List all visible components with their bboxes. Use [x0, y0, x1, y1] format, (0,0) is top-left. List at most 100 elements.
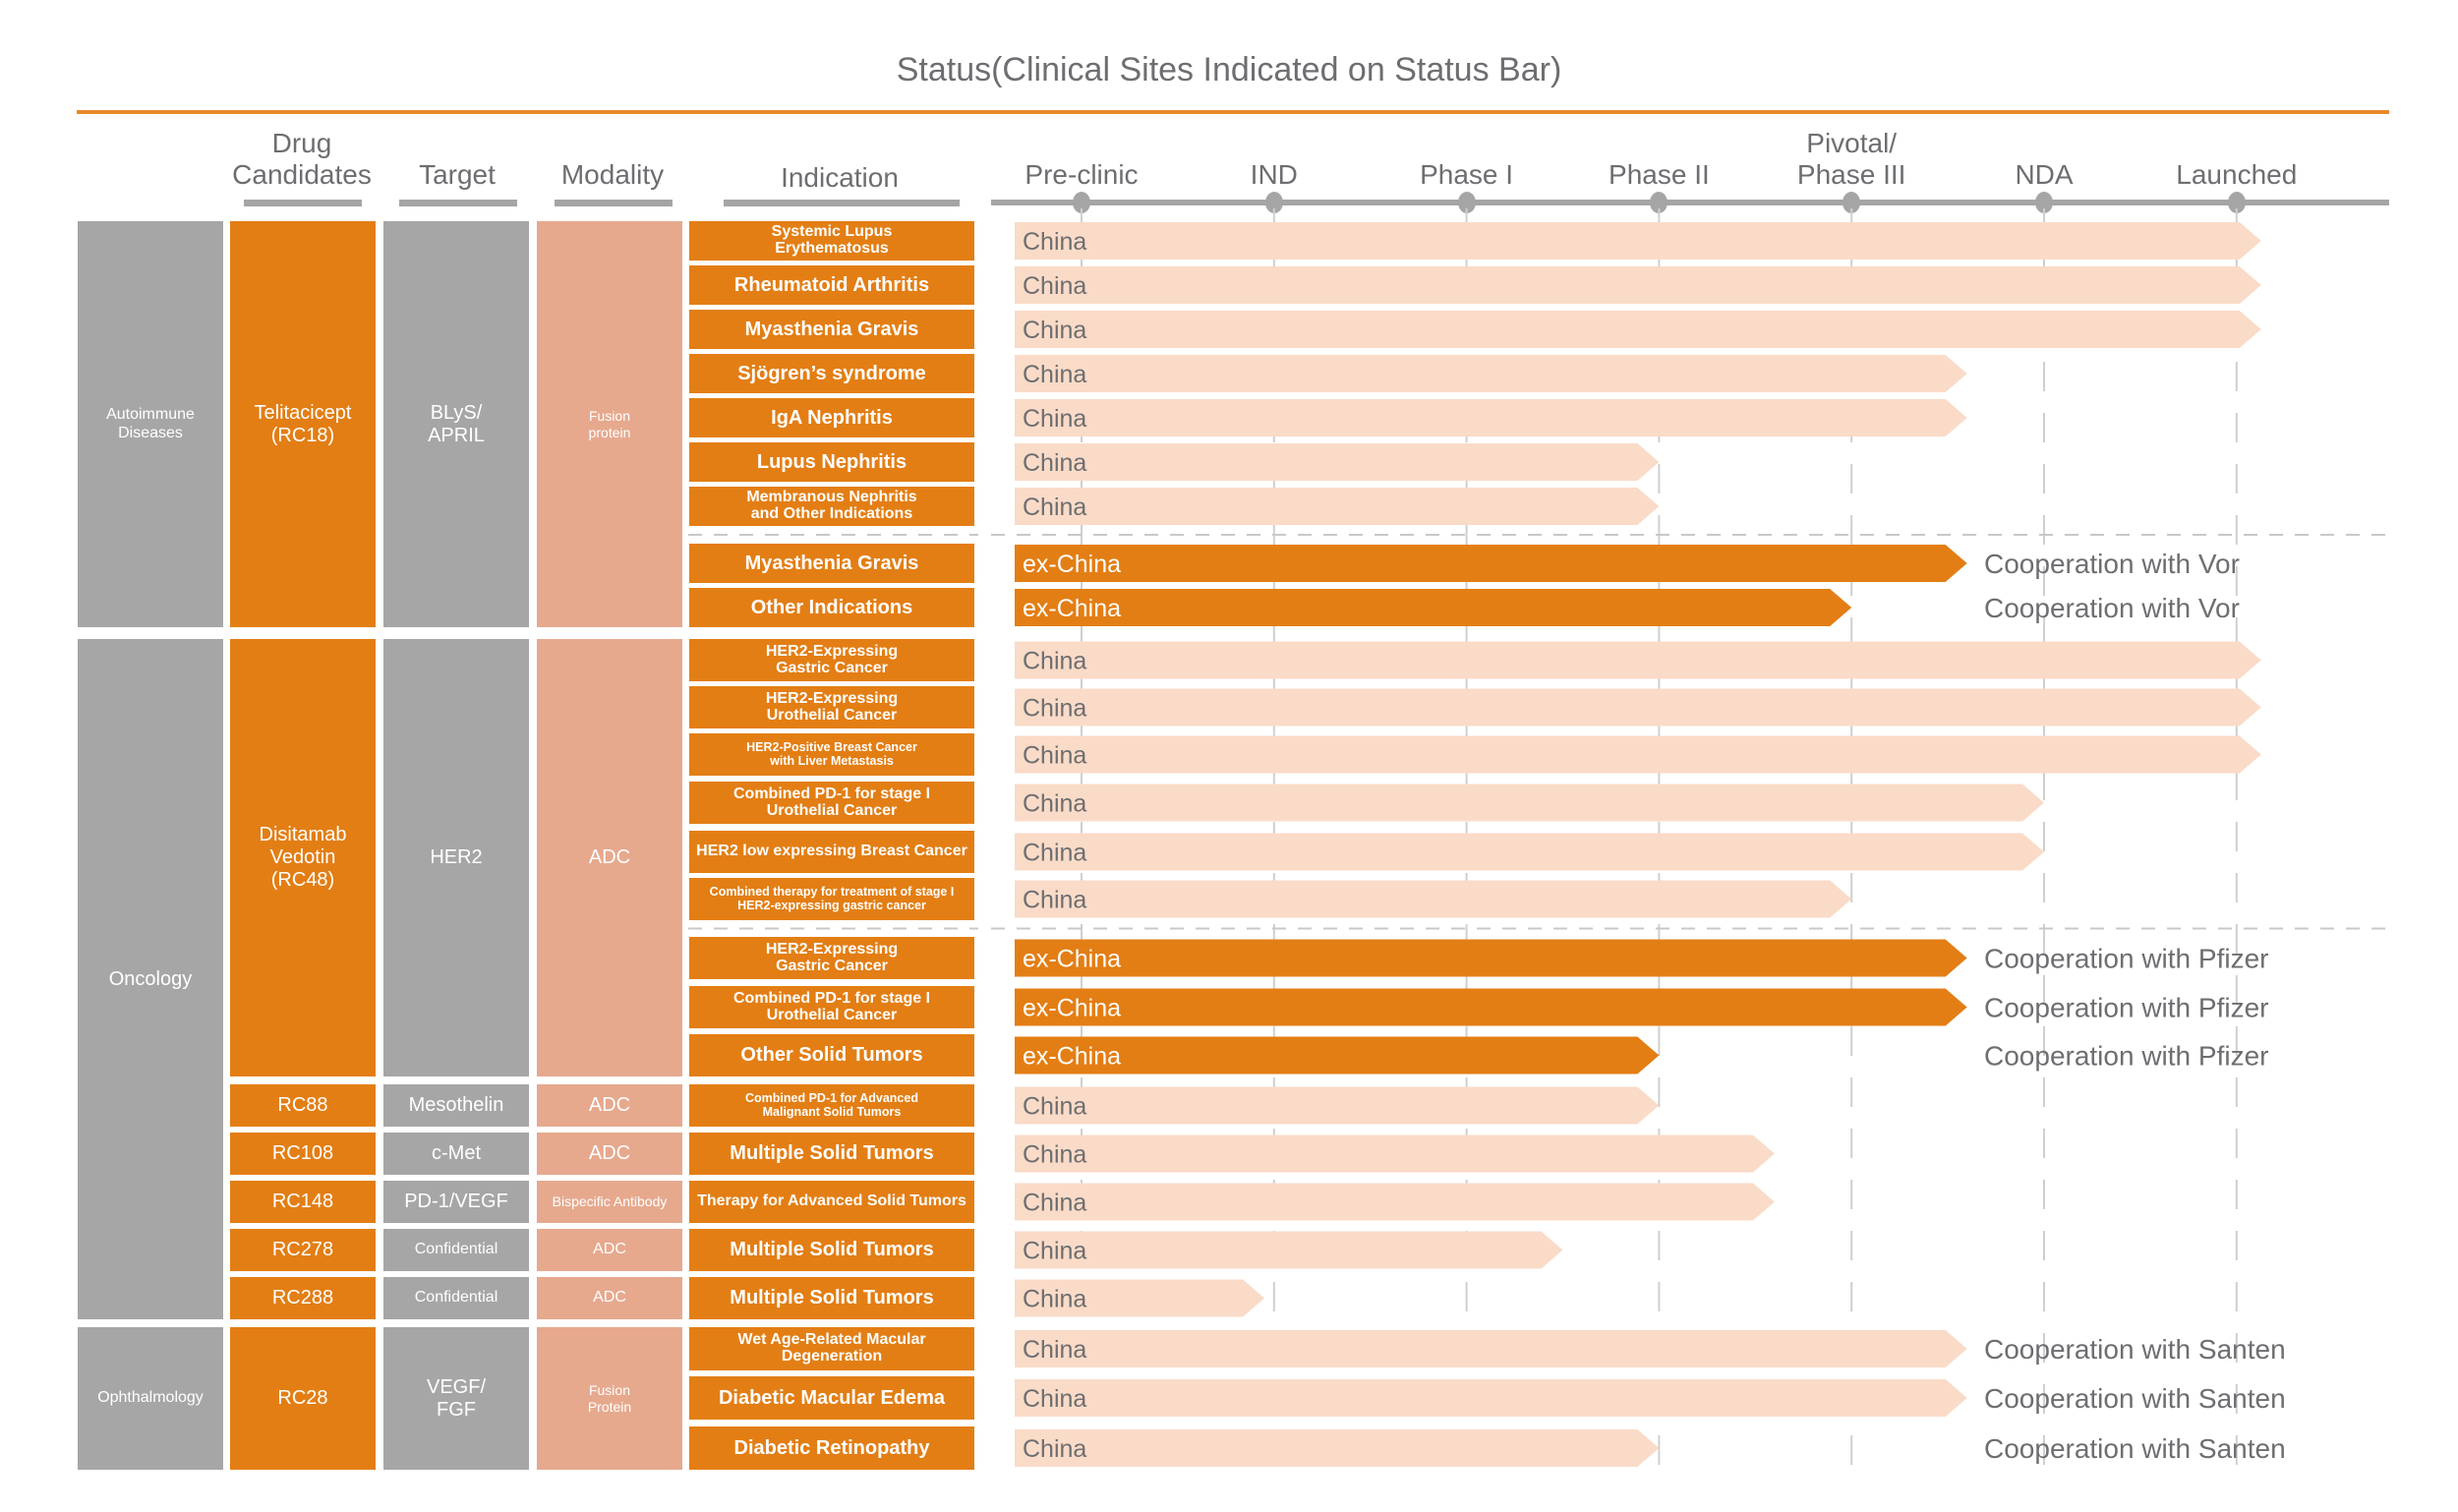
drug-target: Mesothelin — [383, 1084, 529, 1127]
indication-cell: Combined PD-1 for Advanced Malignant Sol… — [689, 1084, 974, 1127]
status-bar-site-label: China — [1023, 887, 1086, 914]
stage-marker — [2035, 192, 2053, 213]
status-bar-site-label: China — [1023, 695, 1086, 723]
china-status-bar — [1015, 1086, 1660, 1125]
indication-cell: Myasthenia Gravis — [689, 310, 974, 349]
status-bar-site-label: ex-China — [1023, 995, 1121, 1022]
china-status-bar — [1015, 488, 1660, 525]
indication-cell: HER2 low expressing Breast Cancer — [689, 831, 974, 873]
china-status-bar — [1015, 1429, 1660, 1467]
status-bar-site-label: China — [1023, 405, 1086, 433]
stage-marker — [2227, 192, 2246, 213]
drug-target: BLyS/ APRIL — [383, 221, 529, 627]
drug-modality: ADC — [537, 639, 682, 1076]
indication-cell: Combined PD-1 for stage I Urothelial Can… — [689, 782, 974, 824]
partner-label: Cooperation with Pfizer — [1984, 993, 2268, 1023]
china-status-bar — [1015, 443, 1660, 481]
status-bar-site-label: China — [1023, 1336, 1086, 1364]
column-header-modality: Modality — [560, 159, 665, 190]
ex-china-status-bar — [1015, 988, 1967, 1026]
ex-china-status-bar — [1015, 545, 1967, 582]
stage-marker — [1650, 192, 1668, 213]
indication-cell: Diabetic Macular Edema — [689, 1376, 974, 1420]
drug-candidate: RC108 — [230, 1133, 376, 1175]
status-bar-site-label: China — [1023, 494, 1086, 521]
china-status-bar — [1015, 880, 1852, 918]
drug-target: VEGF/ FGF — [383, 1327, 529, 1470]
status-bar-site-label: ex-China — [1023, 946, 1121, 973]
china-status-bar — [1015, 1330, 1967, 1367]
indication-cell: HER2-Expressing Gastric Cancer — [689, 937, 974, 979]
status-bar-site-label: China — [1023, 1435, 1086, 1463]
partner-label: Cooperation with Santen — [1984, 1433, 2286, 1464]
stage-marker — [1264, 192, 1283, 213]
indication-cell: Rheumatoid Arthritis — [689, 265, 974, 305]
status-bar-site-label: China — [1023, 1385, 1086, 1413]
drug-candidate: RC28 — [230, 1327, 376, 1470]
drug-candidate: RC148 — [230, 1181, 376, 1223]
status-bar-site-label: China — [1023, 648, 1086, 675]
china-status-bar — [1015, 266, 2261, 304]
partner-label: Cooperation with Santen — [1984, 1383, 2286, 1414]
status-bar-site-label: China — [1023, 1190, 1086, 1217]
status-bar-site-label: China — [1023, 790, 1086, 818]
status-bar-site-label: China — [1023, 1141, 1086, 1169]
stage-label: Phase I — [1420, 159, 1514, 190]
indication-cell: HER2-Expressing Urothelial Cancer — [689, 686, 974, 728]
stage-label: NDA — [2015, 159, 2074, 190]
stage-label: Phase II — [1609, 159, 1710, 190]
drug-modality: Fusion Protein — [537, 1327, 682, 1470]
column-header-drug-candidates: Drug Candidates — [232, 128, 372, 190]
china-status-bar — [1015, 688, 2261, 727]
indication-cell: Wet Age-Related Macular Degeneration — [689, 1327, 974, 1370]
drug-modality: ADC — [537, 1229, 682, 1271]
column-header-indication: Indication — [781, 162, 899, 193]
indication-cell: Lupus Nephritis — [689, 442, 974, 482]
stage-label: Launched — [2176, 159, 2298, 190]
china-status-bar — [1015, 399, 1967, 436]
status-bar-site-label: China — [1023, 1093, 1086, 1121]
china-status-bar — [1015, 1231, 1563, 1269]
drug-modality: ADC — [537, 1277, 682, 1319]
drug-candidate: RC288 — [230, 1277, 376, 1319]
indication-cell: Sjögren’s syndrome — [689, 354, 974, 393]
stage-label: IND — [1250, 159, 1298, 190]
drug-candidate: RC88 — [230, 1084, 376, 1127]
status-bar-site-label: China — [1023, 317, 1086, 344]
therapeutic-area: Autoimmune Diseases — [78, 221, 223, 627]
china-status-bar — [1015, 355, 1967, 392]
partner-label: Cooperation with Vor — [1984, 593, 2240, 623]
indication-cell: Other Solid Tumors — [689, 1034, 974, 1076]
china-status-bar — [1015, 1134, 1775, 1173]
status-bar-site-label: China — [1023, 742, 1086, 770]
status-bar-site-label: China — [1023, 1286, 1086, 1313]
china-status-bar — [1015, 641, 2261, 679]
status-bar-site-label: China — [1023, 449, 1086, 477]
column-header-rule — [555, 200, 673, 206]
ex-china-status-bar — [1015, 589, 1852, 626]
status-bar-site-label: ex-China — [1023, 595, 1121, 622]
drug-modality: Fusion protein — [537, 221, 682, 627]
indication-cell: Other Indications — [689, 588, 974, 627]
drug-candidate: RC278 — [230, 1229, 376, 1271]
therapeutic-area: Ophthalmology — [78, 1327, 223, 1470]
therapeutic-area: Oncology — [78, 639, 223, 1319]
title-divider — [77, 110, 2389, 114]
stage-marker — [1073, 192, 1090, 213]
stage-axis — [991, 200, 2389, 205]
china-status-bar — [1015, 1379, 1967, 1417]
indication-cell: Myasthenia Gravis — [689, 544, 974, 583]
drug-target: HER2 — [383, 639, 529, 1076]
indication-cell: Therapy for Advanced Solid Tumors — [689, 1181, 974, 1223]
chart-title: Status(Clinical Sites Indicated on Statu… — [896, 51, 1562, 88]
drug-candidate: Disitamab Vedotin (RC48) — [230, 639, 376, 1076]
indication-cell: Combined PD-1 for stage I Urothelial Can… — [689, 986, 974, 1028]
status-bar-site-label: China — [1023, 228, 1086, 256]
china-status-bar — [1015, 833, 2044, 871]
stage-label: Pivotal/ Phase III — [1796, 128, 1906, 190]
stage-marker — [1457, 192, 1476, 213]
stage-marker — [1843, 192, 1861, 213]
status-bar-site-label: ex-China — [1023, 1043, 1121, 1071]
status-bar-site-label: ex-China — [1023, 551, 1121, 578]
china-status-bar — [1015, 1183, 1775, 1221]
